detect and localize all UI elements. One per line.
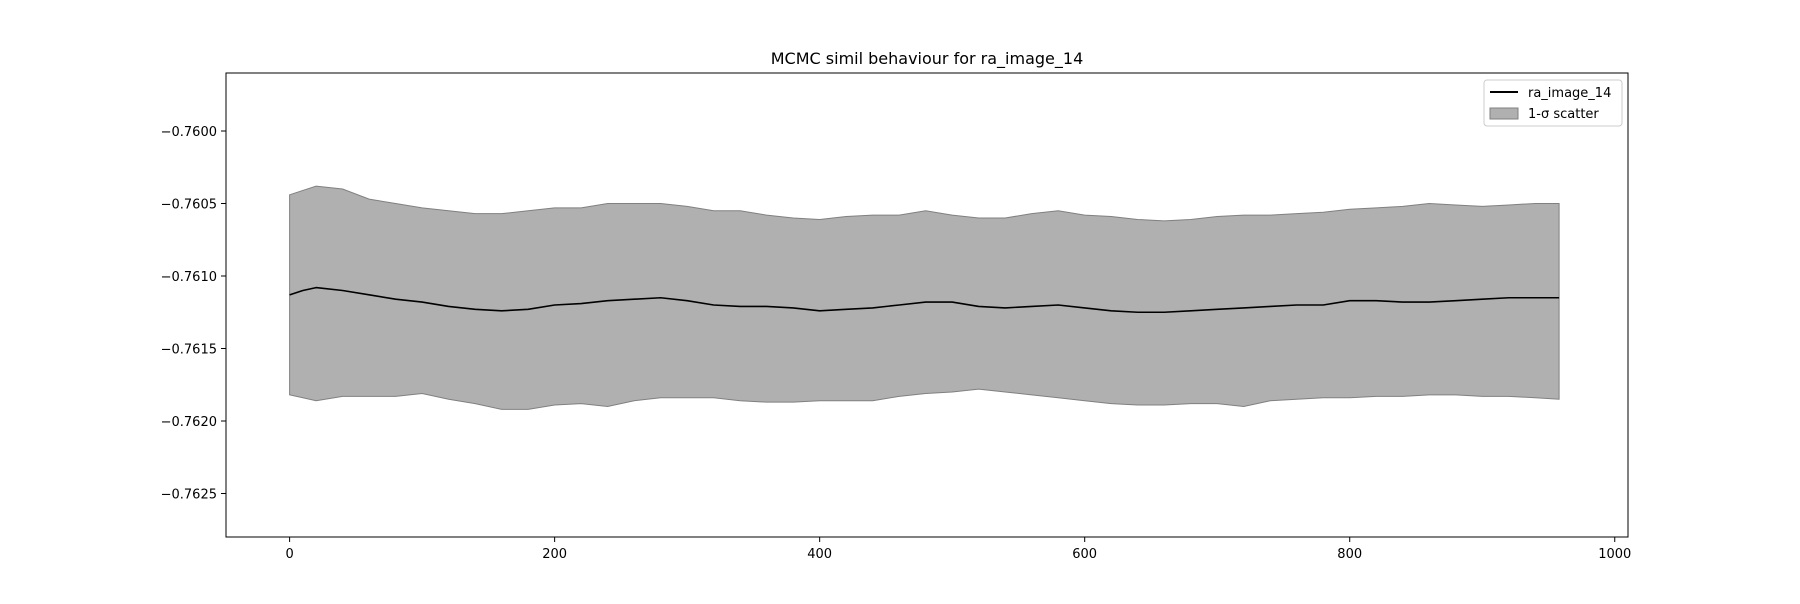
y-tick-label: −0.7615 [161, 343, 217, 358]
x-tick-label: 0 [285, 547, 293, 562]
plot-area [289, 185, 1560, 410]
x-tick-label: 200 [542, 547, 567, 562]
y-tick-label: −0.7610 [161, 270, 217, 285]
y-tick-label: −0.7600 [161, 125, 217, 140]
scatter-band [289, 185, 1560, 410]
series-line-ra-image-14 [289, 286, 1560, 314]
y-tick-label: −0.7620 [161, 415, 217, 430]
legend-label: 1-σ scatter [1528, 107, 1599, 122]
legend-label: ra_image_14 [1528, 86, 1611, 101]
legend-patch-swatch [1489, 107, 1519, 120]
x-tick-label: 800 [1337, 547, 1362, 562]
chart-title: MCMC simil behaviour for ra_image_14 [771, 49, 1084, 69]
y-tick-label: −0.7625 [161, 488, 217, 503]
legend: ra_image_14 1-σ scatter [1483, 79, 1623, 127]
x-tick-label: 400 [807, 547, 832, 562]
x-tick-label: 600 [1072, 547, 1097, 562]
x-tick-label: 1000 [1598, 547, 1631, 562]
axes-frame [225, 72, 1629, 538]
y-tick-label: −0.7605 [161, 198, 217, 213]
axes: 0 200 400 600 800 1000 −0.7600 −0.7605 −0.7610 −0… [161, 72, 1631, 562]
